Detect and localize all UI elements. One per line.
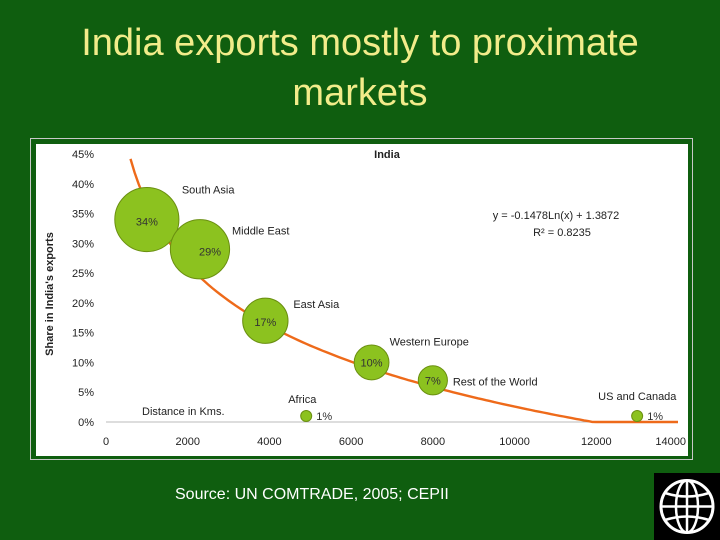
bubble-chart: India Share in India's exports 0% 5% 10% 15… bbox=[36, 144, 688, 456]
y-tick-label: 20% bbox=[72, 298, 94, 310]
bubble-name-label: Rest of the World bbox=[453, 376, 538, 388]
bubble-value-label: 1% bbox=[316, 411, 332, 423]
trend-line bbox=[129, 158, 678, 424]
y-tick-label: 0% bbox=[78, 417, 94, 429]
trend-r-squared: R² = 0.8235 bbox=[533, 227, 591, 239]
bubble bbox=[353, 344, 390, 381]
y-tick-labels: 0% 5% 10% 15% 20% 25% 30% 35% 40% 45% bbox=[72, 149, 94, 429]
bubble-value-label: 1% bbox=[647, 411, 663, 423]
x-axis-note: Distance in Kms. bbox=[142, 406, 225, 418]
x-tick-label: 0 bbox=[103, 436, 109, 448]
y-tick-label: 45% bbox=[72, 149, 94, 161]
bubble-value-label: 29% bbox=[199, 246, 221, 258]
bubble-name-label: East Asia bbox=[293, 299, 340, 311]
bubble bbox=[417, 365, 448, 396]
world-bank-globe-icon bbox=[654, 473, 720, 540]
bubble bbox=[631, 410, 644, 423]
y-tick-label: 5% bbox=[78, 387, 94, 399]
y-axis-label: Share in India's exports bbox=[44, 232, 56, 356]
chart-title: India bbox=[374, 149, 401, 161]
x-tick-label: 2000 bbox=[175, 436, 199, 448]
x-tick-labels: 0 2000 4000 6000 8000 10000 12000 14000 bbox=[103, 436, 686, 448]
bubble-name-label: South Asia bbox=[182, 185, 235, 197]
trend-equation: y = -0.1478Ln(x) + 1.3872 bbox=[493, 210, 620, 222]
bubble-value-label: 10% bbox=[361, 357, 383, 369]
bubble-name-label: Western Europe bbox=[390, 336, 469, 348]
bubbles: 34% South Asia 29% Middle East 17% East Asia 1… bbox=[114, 185, 677, 423]
bubble bbox=[242, 297, 289, 344]
y-tick-label: 35% bbox=[72, 209, 94, 221]
bubble bbox=[300, 410, 313, 423]
x-tick-label: 6000 bbox=[339, 436, 363, 448]
x-tick-label: 14000 bbox=[655, 436, 686, 448]
y-tick-label: 10% bbox=[72, 357, 94, 369]
x-tick-label: 4000 bbox=[257, 436, 281, 448]
bubble-value-label: 7% bbox=[425, 375, 441, 387]
bubble-name-label: Africa bbox=[288, 394, 317, 406]
bubble-name-label: US and Canada bbox=[598, 391, 677, 403]
y-tick-label: 30% bbox=[72, 238, 94, 250]
x-tick-label: 10000 bbox=[499, 436, 530, 448]
bubble-name-label: Middle East bbox=[232, 225, 289, 237]
bubble bbox=[169, 219, 231, 280]
y-tick-label: 15% bbox=[72, 328, 94, 340]
y-tick-label: 25% bbox=[72, 268, 94, 280]
y-tick-label: 40% bbox=[72, 179, 94, 191]
bubble bbox=[114, 186, 180, 253]
source-note: Source: UN COMTRADE, 2005; CEPII bbox=[175, 486, 449, 503]
bubble-value-label: 17% bbox=[254, 317, 276, 329]
slide-title: India exports mostly to proximate market… bbox=[81, 22, 639, 114]
x-tick-label: 8000 bbox=[421, 436, 445, 448]
bubble-value-label: 34% bbox=[136, 217, 158, 229]
x-tick-label: 12000 bbox=[581, 436, 612, 448]
